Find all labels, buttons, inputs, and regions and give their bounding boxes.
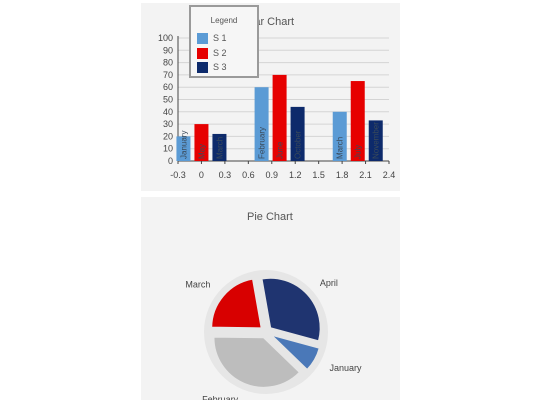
bar-label: March [336,137,345,159]
legend-swatch-s3 [197,62,208,73]
bar-label: October [294,130,303,159]
legend-title: Legend [210,16,238,25]
pie-label: March [185,280,210,290]
legend-swatch-s1 [197,33,208,44]
pie-chart-title: Pie Chart [247,211,293,223]
bar-s2 [350,81,365,161]
x-tick-label: -0.3 [170,170,186,180]
y-tick-label: 60 [163,82,173,92]
y-tick-label: 20 [163,131,173,141]
pie-slice-march [210,278,263,329]
y-tick-label: 30 [163,119,173,129]
bar-s1 [176,136,191,161]
legend-label-s2: S 2 [213,48,227,58]
pie-slice-february [212,336,301,389]
pie-slice-january [270,334,321,371]
bar-label: November [372,122,381,159]
bar-chart-panel: Bar Chart 0 10 20 30 40 50 60 70 80 90 100 -0.3 0 0.3… [141,3,400,191]
bar-label: May [197,144,206,159]
y-tick-label: 90 [163,45,173,55]
x-tick-label: 0.6 [242,170,255,180]
legend-swatch-s2 [197,48,208,59]
y-tick-label: 10 [163,144,173,154]
bar-s1 [332,111,347,161]
x-tick-label: 1.5 [312,170,325,180]
y-tick-label: 50 [163,95,173,105]
bar-s2 [272,74,287,161]
pie-slice-april [260,277,322,342]
bar-s3 [290,106,305,161]
bar-s3 [368,120,383,161]
bar-label: July [354,145,363,159]
pie-label: February [202,394,239,400]
y-tick-label: 40 [163,107,173,117]
x-tick-label: 2.4 [383,170,396,180]
bar-s1 [254,87,269,161]
x-tick-label: 1.2 [289,170,302,180]
y-tick-label: 100 [158,33,173,43]
x-tick-label: 1.8 [336,170,349,180]
x-tick-label: 2.1 [359,170,372,180]
legend-label-s1: S 1 [213,33,227,43]
bar-label: March [215,137,224,159]
y-tick-label: 80 [163,58,173,68]
bar-chart-plot: 0 10 20 30 40 50 60 70 80 90 100 -0.3 0 0.3 0.6 0.9 1.2 1… [158,33,396,180]
pie-label: January [329,363,362,373]
y-tick-label: 70 [163,70,173,80]
pie-chart-plot: April January February March [185,270,362,400]
legend-label-s3: S 3 [213,62,227,72]
x-tick-label: 0 [199,170,204,180]
pie-chart-panel: Pie Chart April January February March [141,197,400,400]
x-tick-label: 0.9 [266,170,279,180]
pie-label: April [320,278,338,288]
x-tick-label: 0.3 [219,170,232,180]
y-tick-label: 0 [168,156,173,166]
bar-s2 [194,124,209,161]
bar-s3 [212,133,227,161]
bar-label: June [276,141,285,159]
bar-chart-legend: Legend S 1 S 2 S 3 [189,5,259,78]
bar-label: February [258,127,267,159]
bar-label: January [179,131,188,159]
